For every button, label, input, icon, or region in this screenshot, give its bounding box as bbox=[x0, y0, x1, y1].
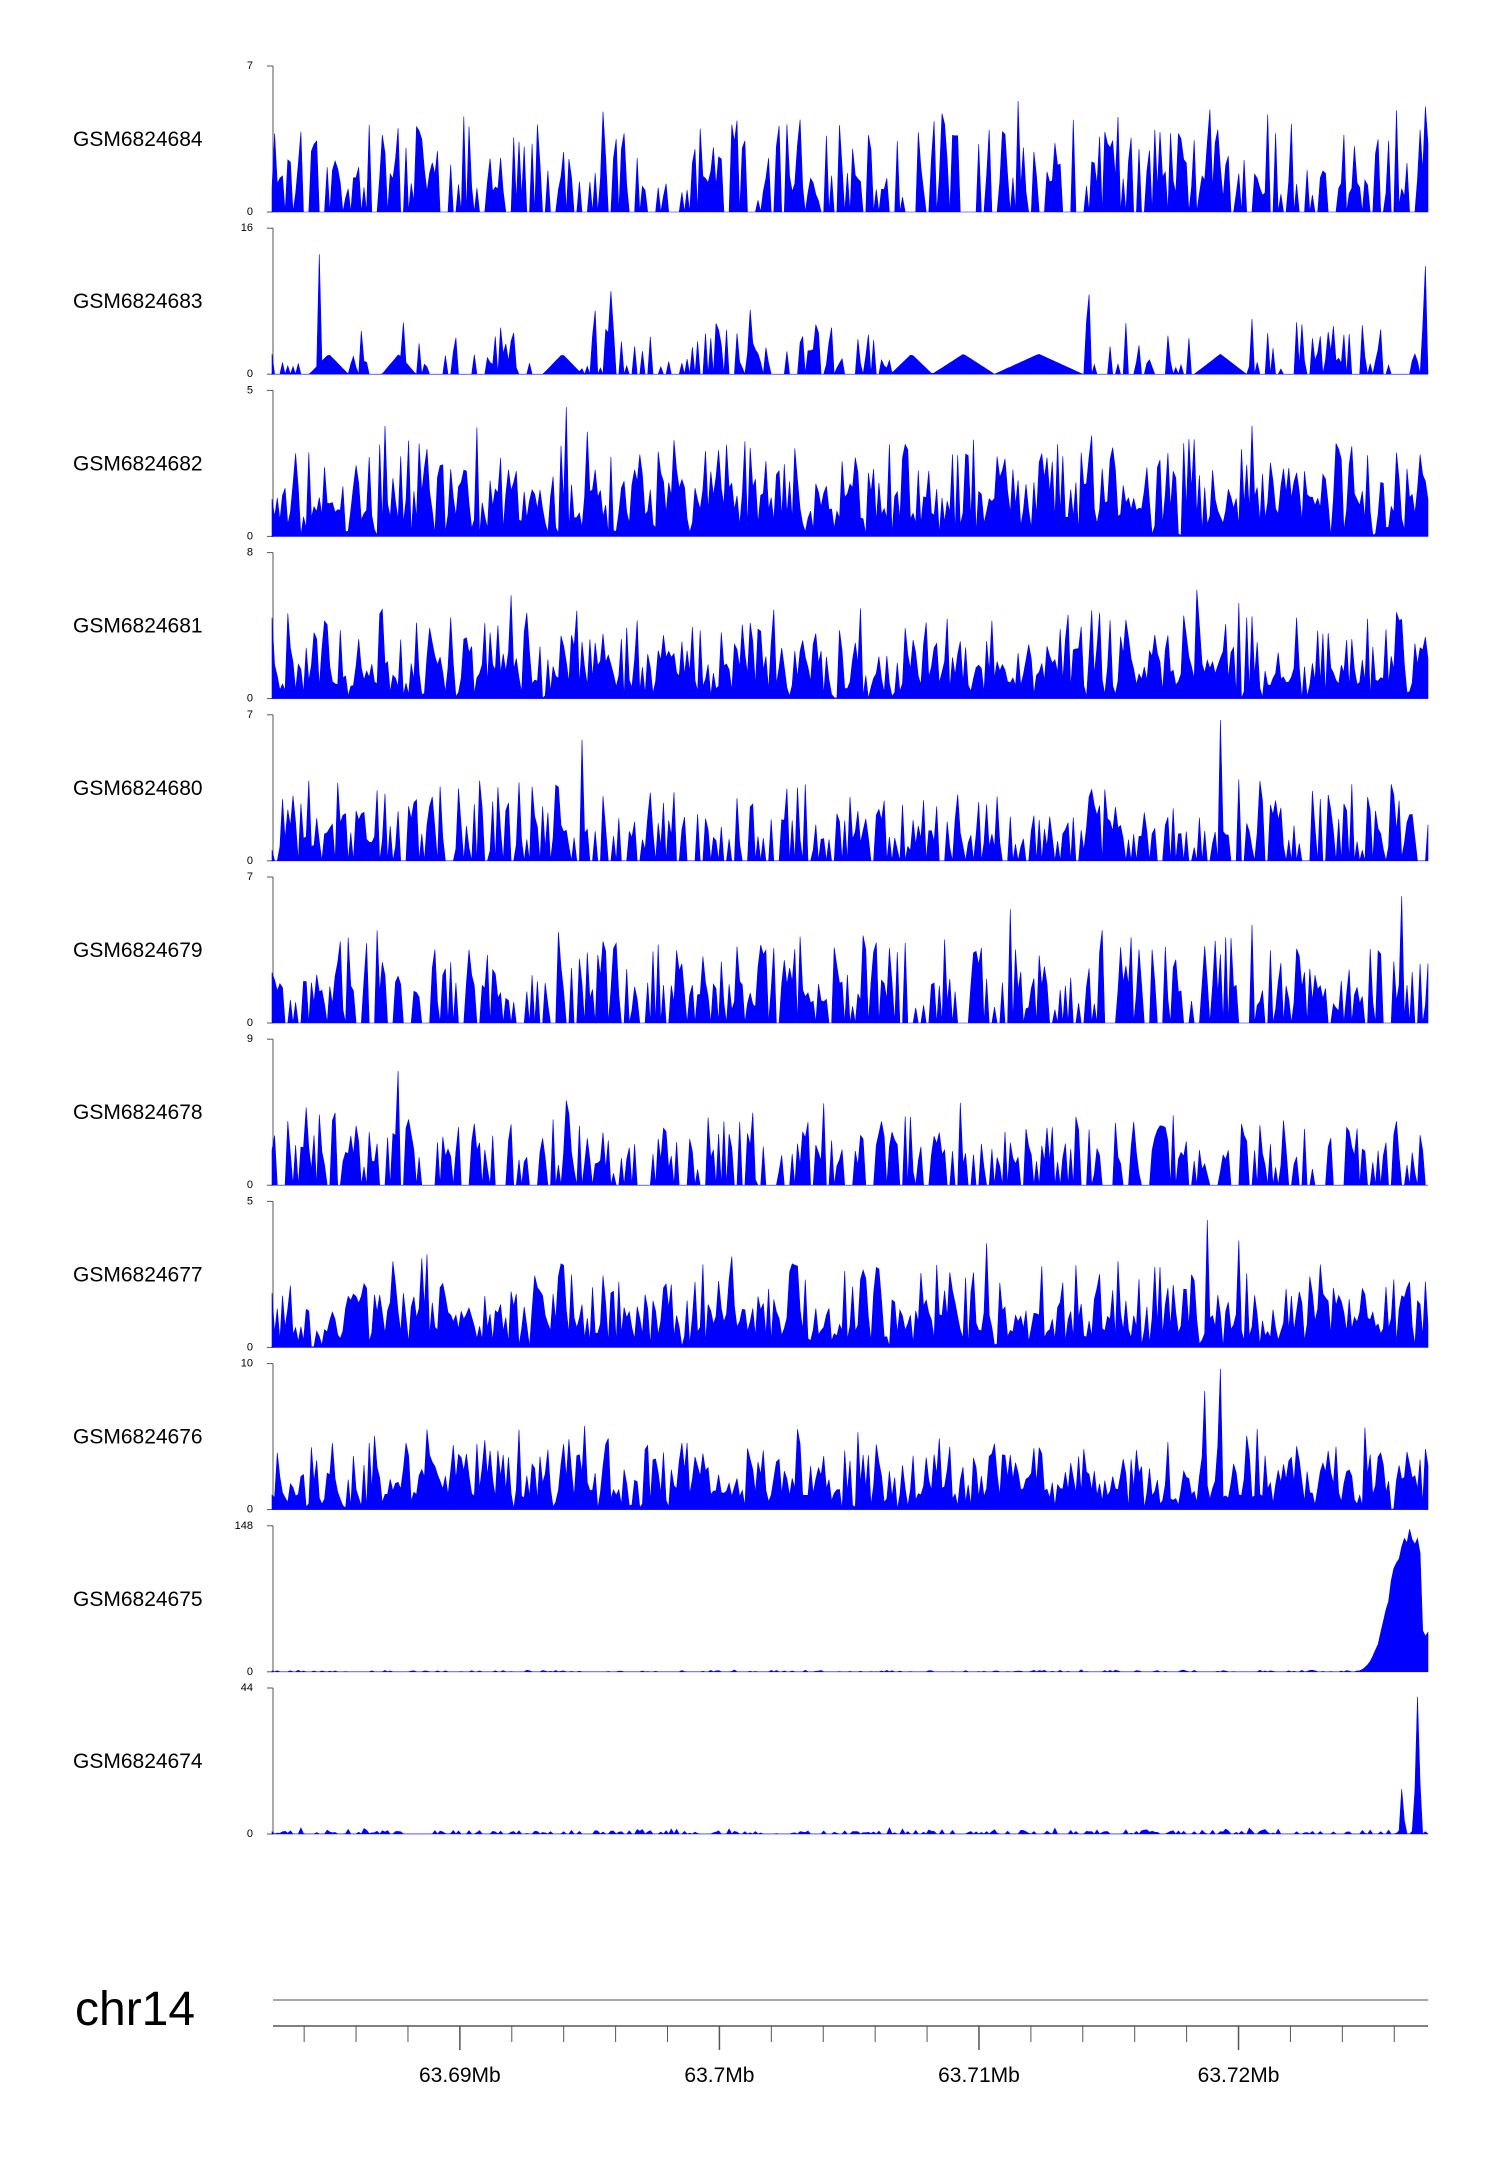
track-label: GSM6824680 bbox=[73, 777, 203, 800]
coverage-area bbox=[271, 254, 1429, 376]
track-GSM6824678: GSM6824678 9 0 bbox=[73, 1033, 1428, 1191]
y-tick-label-min: 0 bbox=[247, 1666, 253, 1678]
y-tick-label-min: 0 bbox=[247, 206, 253, 218]
coverage-area bbox=[271, 1529, 1429, 1673]
track-label: GSM6824681 bbox=[73, 615, 203, 638]
axis-tick-label: 63.72Mb bbox=[1198, 2064, 1280, 2087]
y-tick-label-max: 8 bbox=[247, 547, 253, 559]
y-tick-label-min: 0 bbox=[247, 530, 253, 542]
y-tick-label-min: 0 bbox=[247, 693, 253, 705]
track-label: GSM6824683 bbox=[73, 290, 203, 313]
coverage-area bbox=[271, 1368, 1429, 1510]
y-tick-label-min: 0 bbox=[247, 1341, 253, 1353]
axis-tick-label: 63.7Mb bbox=[684, 2064, 754, 2087]
track-GSM6824680: GSM6824680 7 0 bbox=[73, 709, 1429, 867]
y-tick-label-max: 5 bbox=[247, 384, 253, 396]
track-GSM6824683: GSM6824683 16 0 bbox=[73, 222, 1429, 380]
coverage-area bbox=[271, 1219, 1429, 1348]
y-tick-label-max: 7 bbox=[247, 871, 253, 883]
y-tick-label-min: 0 bbox=[247, 1504, 253, 1516]
axis-tick-label: 63.69Mb bbox=[419, 2064, 501, 2087]
y-tick-label-min: 0 bbox=[247, 855, 253, 867]
y-tick-label-max: 44 bbox=[241, 1682, 253, 1694]
coverage-area bbox=[271, 589, 1429, 699]
track-label: GSM6824676 bbox=[73, 1426, 203, 1449]
y-tick-label-min: 0 bbox=[247, 368, 253, 380]
coverage-area bbox=[271, 896, 1429, 1024]
coverage-area bbox=[271, 719, 1429, 862]
track-label: GSM6824684 bbox=[73, 128, 203, 151]
chromosome-label: chr14 bbox=[75, 1983, 195, 2036]
y-tick-label-max: 7 bbox=[247, 60, 253, 72]
chromosome-axis: chr14 63.69Mb 63.7Mb 63.71Mb 63.72Mb bbox=[75, 1983, 1428, 2087]
y-tick-label-max: 9 bbox=[247, 1033, 253, 1045]
track-label: GSM6824674 bbox=[73, 1750, 203, 1773]
track-label: GSM6824675 bbox=[73, 1588, 203, 1611]
axis-tick-label: 63.71Mb bbox=[938, 2064, 1020, 2087]
y-tick-label-min: 0 bbox=[247, 1179, 253, 1191]
track-label: GSM6824678 bbox=[73, 1101, 203, 1124]
y-tick-label-max: 5 bbox=[247, 1195, 253, 1207]
track-GSM6824679: GSM6824679 7 0 bbox=[73, 871, 1429, 1029]
track-GSM6824675: GSM6824675 148 0 bbox=[73, 1520, 1429, 1678]
coverage-area bbox=[271, 100, 1429, 213]
track-GSM6824682: GSM6824682 5 0 bbox=[73, 384, 1429, 542]
track-GSM6824681: GSM6824681 8 0 bbox=[73, 547, 1429, 705]
y-tick-label-max: 148 bbox=[235, 1520, 253, 1532]
coverage-area bbox=[271, 1696, 1429, 1835]
track-GSM6824676: GSM6824676 10 0 bbox=[73, 1358, 1429, 1516]
y-tick-label-max: 10 bbox=[241, 1358, 253, 1370]
tracks-layer: GSM682468470GSM6824683160GSM682468250GSM… bbox=[73, 60, 1429, 1840]
track-label: GSM6824682 bbox=[73, 452, 203, 475]
y-tick-label-min: 0 bbox=[247, 1828, 253, 1840]
y-tick-label-max: 7 bbox=[247, 709, 253, 721]
coverage-area bbox=[271, 407, 1429, 537]
coverage-area bbox=[271, 1070, 1428, 1186]
y-tick-label-min: 0 bbox=[247, 1017, 253, 1029]
track-label: GSM6824677 bbox=[73, 1263, 203, 1286]
track-label: GSM6824679 bbox=[73, 939, 203, 962]
y-tick-label-max: 16 bbox=[241, 222, 253, 234]
track-GSM6824674: GSM6824674 44 0 bbox=[73, 1682, 1429, 1840]
track-GSM6824684: GSM6824684 7 0 bbox=[73, 60, 1429, 218]
track-GSM6824677: GSM6824677 5 0 bbox=[73, 1195, 1429, 1353]
